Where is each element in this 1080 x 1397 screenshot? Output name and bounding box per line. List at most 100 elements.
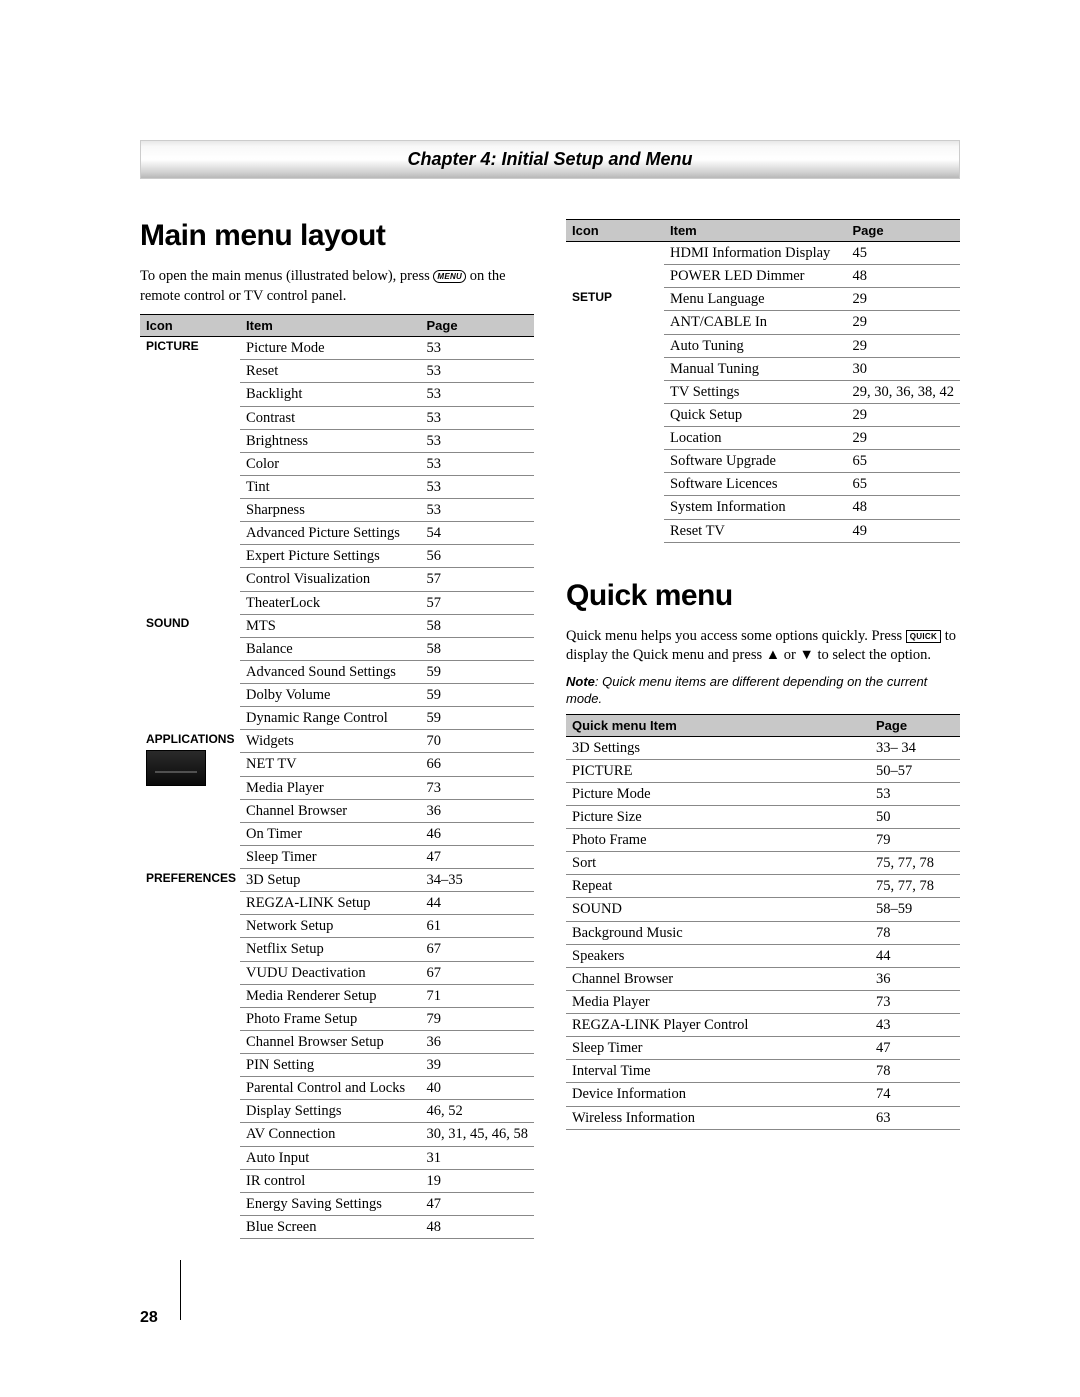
icon-cell: APPLICATIONS	[140, 730, 240, 869]
applications-thumb-icon	[146, 750, 206, 786]
table-row: Repeat75, 77, 78	[566, 875, 960, 898]
page-cell: 66	[421, 753, 535, 776]
item-cell: MTS	[240, 614, 420, 637]
item-cell: System Information	[664, 496, 847, 519]
item-cell: 3D Setup	[240, 869, 420, 892]
page-cell: 53	[421, 499, 535, 522]
page-cell: 46	[421, 822, 535, 845]
item-cell: ANT/CABLE In	[664, 311, 847, 334]
page-cell: 47	[870, 1037, 960, 1060]
page-number: 28	[140, 1309, 158, 1327]
page-cell: 78	[870, 921, 960, 944]
item-cell: Dynamic Range Control	[240, 707, 420, 730]
page-cell: 31	[421, 1146, 535, 1169]
item-cell: Display Settings	[240, 1100, 420, 1123]
two-column-layout: Main menu layout To open the main menus …	[140, 219, 960, 1239]
table-row: HDMI Information Display45	[566, 242, 960, 265]
item-cell: Location	[664, 427, 847, 450]
item-cell: Media Renderer Setup	[240, 984, 420, 1007]
table-row: SOUND58–59	[566, 898, 960, 921]
quick-intro-end: to select the option.	[814, 647, 931, 663]
manual-page: Chapter 4: Initial Setup and Menu Main m…	[0, 0, 1080, 1299]
note-label: Note	[566, 674, 595, 689]
page-cell: 47	[421, 845, 535, 868]
table-header-row: Icon Item Page	[140, 315, 534, 337]
page-cell: 53	[421, 360, 535, 383]
page-cell: 29	[847, 311, 961, 334]
page-cell: 19	[421, 1169, 535, 1192]
page-cell: 36	[870, 967, 960, 990]
col-header-page: Page	[847, 220, 961, 242]
item-cell: Energy Saving Settings	[240, 1192, 420, 1215]
table-row: SOUNDMTS58	[140, 614, 534, 637]
table-row: Device Information74	[566, 1083, 960, 1106]
page-cell: 58–59	[870, 898, 960, 921]
item-cell: Advanced Sound Settings	[240, 660, 420, 683]
item-cell: Netflix Setup	[240, 938, 420, 961]
table-row: Picture Size50	[566, 805, 960, 828]
page-cell: 75, 77, 78	[870, 875, 960, 898]
page-cell: 71	[421, 984, 535, 1007]
page-cell: 29	[847, 334, 961, 357]
item-cell: TheaterLock	[240, 591, 420, 614]
item-cell: Picture Mode	[566, 782, 870, 805]
table-row: PICTUREPicture Mode53	[140, 337, 534, 360]
item-cell: 3D Settings	[566, 736, 870, 759]
item-cell: Device Information	[566, 1083, 870, 1106]
item-cell: Tint	[240, 475, 420, 498]
left-column: Main menu layout To open the main menus …	[140, 219, 534, 1239]
table-row: Picture Mode53	[566, 782, 960, 805]
page-cell: 30	[847, 357, 961, 380]
table-row: Speakers44	[566, 944, 960, 967]
item-cell: Color	[240, 452, 420, 475]
footer-rule	[180, 1260, 181, 1320]
item-cell: Auto Tuning	[664, 334, 847, 357]
page-cell: 29, 30, 36, 38, 42	[847, 380, 961, 403]
table-row: APPLICATIONSWidgets70	[140, 730, 534, 753]
item-cell: VUDU Deactivation	[240, 961, 420, 984]
quick-menu-table: Quick menu Item Page 3D Settings33– 34PI…	[566, 714, 960, 1130]
item-cell: Photo Frame Setup	[240, 1007, 420, 1030]
table-row: REGZA-LINK Player Control43	[566, 1014, 960, 1037]
page-cell: 43	[870, 1014, 960, 1037]
page-cell: 39	[421, 1054, 535, 1077]
item-cell: Picture Size	[566, 805, 870, 828]
item-cell: Interval Time	[566, 1060, 870, 1083]
item-cell: Reset	[240, 360, 420, 383]
page-cell: 44	[421, 892, 535, 915]
page-cell: 53	[421, 452, 535, 475]
page-cell: 65	[847, 473, 961, 496]
table-header-row: Quick menu Item Page	[566, 714, 960, 736]
item-cell: On Timer	[240, 822, 420, 845]
item-cell: Channel Browser	[240, 799, 420, 822]
table-row: SETUPMenu Language29	[566, 288, 960, 311]
item-cell: Reset TV	[664, 519, 847, 542]
item-cell: Contrast	[240, 406, 420, 429]
page-cell: 53	[421, 337, 535, 360]
page-cell: 59	[421, 707, 535, 730]
item-cell: NET TV	[240, 753, 420, 776]
page-cell: 58	[421, 637, 535, 660]
item-cell: Sleep Timer	[240, 845, 420, 868]
page-cell: 74	[870, 1083, 960, 1106]
item-cell: Channel Browser Setup	[240, 1030, 420, 1053]
page-cell: 53	[421, 475, 535, 498]
table-row: Wireless Information63	[566, 1106, 960, 1129]
page-cell: 63	[870, 1106, 960, 1129]
page-cell: 73	[421, 776, 535, 799]
table-row: Channel Browser36	[566, 967, 960, 990]
page-cell: 57	[421, 591, 535, 614]
right-column: Icon Item Page HDMI Information Display4…	[566, 219, 960, 1239]
item-cell: Quick Setup	[664, 403, 847, 426]
page-cell: 48	[421, 1215, 535, 1238]
page-cell: 49	[847, 519, 961, 542]
main-menu-title: Main menu layout	[140, 219, 534, 253]
page-cell: 48	[847, 496, 961, 519]
page-cell: 40	[421, 1077, 535, 1100]
table-header-row: Icon Item Page	[566, 220, 960, 242]
page-cell: 34–35	[421, 869, 535, 892]
page-cell: 53	[421, 429, 535, 452]
page-cell: 54	[421, 522, 535, 545]
item-cell: Dolby Volume	[240, 684, 420, 707]
quick-button-icon: QUICK	[906, 630, 941, 643]
